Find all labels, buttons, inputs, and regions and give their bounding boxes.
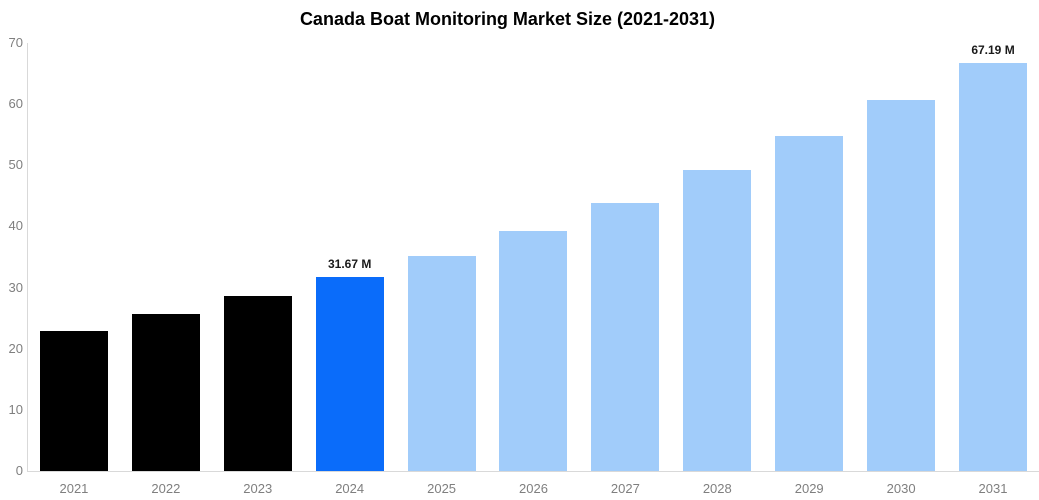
bar-2025 — [407, 255, 476, 471]
bar-slot-2024: 31.67 M 2024 — [304, 43, 396, 496]
x-tick-label-2027: 2027 — [610, 481, 640, 496]
bar-value-label-2031: 67.19 M — [971, 43, 1015, 57]
plot-area: 2021 2022 2023 31.67 M 2024 2025 2026 2027 2028 2… — [27, 43, 1039, 496]
bar-2021 — [39, 330, 108, 471]
bar-2024 — [315, 277, 384, 471]
bar-2023 — [223, 296, 292, 471]
bar-2022 — [131, 314, 200, 471]
x-tick-label-2031: 2031 — [978, 481, 1008, 496]
x-tick-label-2025: 2025 — [427, 481, 457, 496]
bar-2031 — [959, 63, 1028, 471]
bar-value-label-2024: 31.67 M — [327, 257, 372, 272]
y-tick-label: 60 — [8, 96, 23, 112]
bars-container: 2021 2022 2023 31.67 M 2024 2025 2026 2027 2028 2… — [28, 43, 1039, 496]
x-tick-label-2021: 2021 — [59, 481, 89, 496]
bar-slot-2030: 2030 — [855, 43, 947, 496]
y-tick-label: 0 — [15, 463, 23, 478]
x-tick-label-2026: 2026 — [519, 481, 548, 496]
bar-slot-2022: 2022 — [120, 43, 212, 496]
bar-slot-2025: 2025 — [396, 43, 488, 496]
y-tick-label: 50 — [8, 157, 23, 173]
bar-slot-2031: 67.19 M 2031 — [947, 43, 1039, 496]
bar-slot-2021: 2021 — [28, 43, 120, 496]
bar-slot-2027: 2027 — [579, 43, 671, 496]
bar-slot-2028: 2028 — [671, 43, 763, 496]
bar-slot-2023: 2023 — [212, 43, 304, 496]
bar-2030 — [867, 99, 936, 471]
x-tick-label-2024: 2024 — [335, 481, 365, 496]
bar-slot-2026: 2026 — [488, 43, 580, 496]
y-tick-label: 70 — [8, 35, 23, 50]
bar-slot-2029: 2029 — [763, 43, 855, 496]
x-tick-label-2023: 2023 — [243, 481, 273, 496]
x-tick-label-2029: 2029 — [794, 481, 824, 496]
bar-2026 — [499, 231, 568, 471]
y-tick-label: 40 — [8, 218, 23, 234]
bar-2028 — [683, 170, 752, 471]
y-tick-label: 10 — [8, 401, 23, 417]
bar-2027 — [591, 202, 660, 471]
y-tick-label: 30 — [8, 279, 23, 295]
y-tick-label: 20 — [8, 340, 23, 356]
x-tick-label-2028: 2028 — [702, 481, 732, 496]
bar-2029 — [775, 135, 844, 471]
x-tick-label-2022: 2022 — [151, 481, 181, 496]
x-tick-label-2030: 2030 — [886, 481, 916, 496]
y-axis: 0 10 20 30 40 50 60 70 — [0, 36, 23, 478]
chart-title: Canada Boat Monitoring Market Size (2021… — [299, 9, 716, 29]
